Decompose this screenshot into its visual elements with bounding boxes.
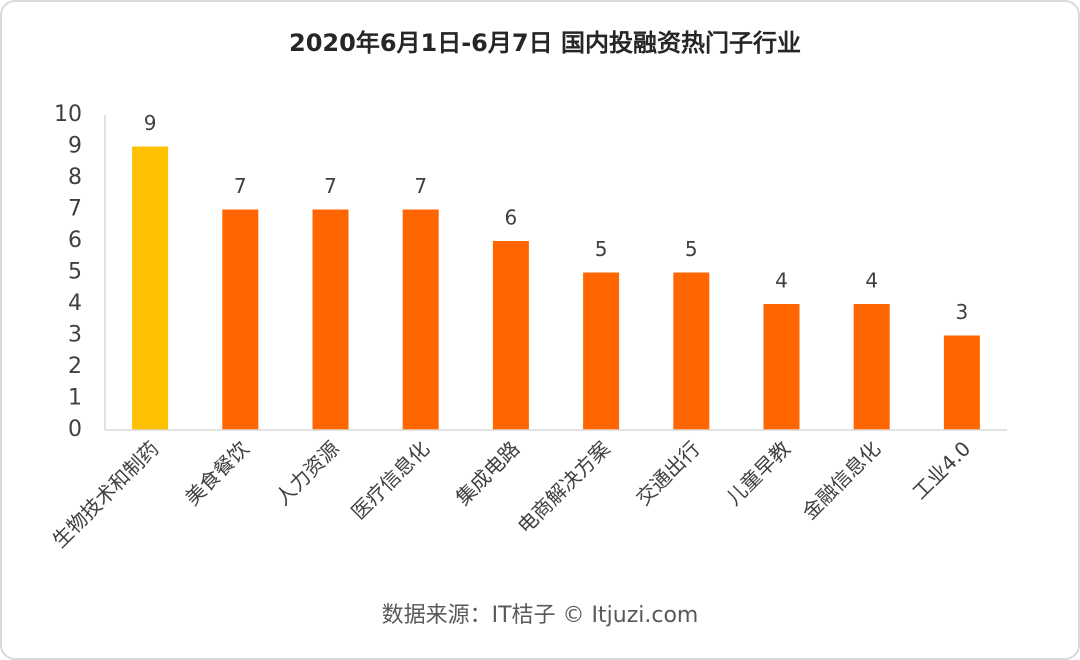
bar [402,209,439,430]
data-label: 4 [865,269,878,293]
data-label: 7 [414,174,427,198]
y-tick-label: 0 [68,417,82,442]
y-tick-label: 2 [68,354,82,379]
bar [853,304,890,430]
y-tick-label: 3 [68,323,82,348]
data-label: 4 [775,269,788,293]
bar [312,209,349,430]
y-tick-label: 9 [68,134,82,159]
data-label: 7 [324,174,337,198]
y-tick-label: 4 [68,291,82,316]
y-tick-label: 5 [68,260,82,285]
bar [943,335,980,430]
bar [673,272,710,430]
data-label: 5 [595,237,608,261]
bar [583,272,620,430]
bar [132,146,169,430]
y-tick-label: 8 [68,165,82,190]
bar [763,304,800,430]
y-tick-label: 10 [54,102,82,127]
data-label: 7 [234,174,247,198]
y-tick-label: 6 [68,228,82,253]
data-label: 5 [685,237,698,261]
data-label: 6 [505,206,518,230]
source-note: 数据来源：IT桔子 © Itjuzi.com [382,603,699,628]
chart-title: 2020年6月1日-6月7日 国内投融资热门子行业 [289,29,801,57]
bar [222,209,259,430]
bar [492,241,529,430]
y-tick-label: 1 [68,386,82,411]
data-label: 9 [144,111,157,135]
data-label: 3 [956,300,969,324]
y-tick-label: 7 [68,197,82,222]
